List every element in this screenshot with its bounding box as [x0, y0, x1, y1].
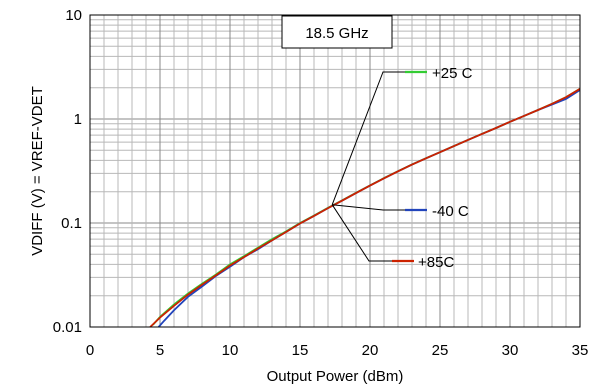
legend-label: -40 C: [432, 203, 469, 220]
x-tick-label: 5: [156, 342, 164, 359]
y-axis-label: VDIFF (V) = VREF-VDET: [29, 86, 46, 256]
y-tick-label: 1: [74, 111, 82, 128]
y-tick-labels: 0.01 0.1 1 10: [53, 7, 82, 336]
callout-leader-line: [331, 204, 392, 262]
y-tick-label: 0.1: [61, 215, 82, 232]
legend-label: +25 C: [432, 65, 473, 82]
x-tick-label: 10: [222, 342, 239, 359]
x-tick-label: 20: [362, 342, 379, 359]
y-tick-label: 10: [65, 7, 82, 24]
legend-label: +85C: [418, 254, 454, 271]
title-box-frame: [281, 15, 393, 49]
x-tick-label: 30: [502, 342, 519, 359]
x-tick-label: 25: [432, 342, 449, 359]
chart-title: 18.5 GHz: [305, 25, 368, 42]
x-tick-label: 0: [86, 342, 94, 359]
x-tick-label: 35: [572, 342, 589, 359]
legend-callouts: +25 C -40 C +85C: [331, 65, 473, 271]
x-tick-label: 15: [292, 342, 309, 359]
callout-leader-line: [331, 71, 405, 205]
callout-leader-line: [332, 204, 405, 211]
plot-frame: [89, 14, 581, 328]
grid: [89, 15, 581, 328]
y-tick-label: 0.01: [53, 319, 82, 336]
series-lines: [149, 88, 581, 328]
title-box: 18.5 GHz: [281, 15, 393, 49]
x-axis-label: Output Power (dBm): [267, 368, 404, 385]
series-line: [149, 88, 581, 328]
x-tick-labels: 0 5 10 15 20 25 30 35: [86, 342, 589, 359]
